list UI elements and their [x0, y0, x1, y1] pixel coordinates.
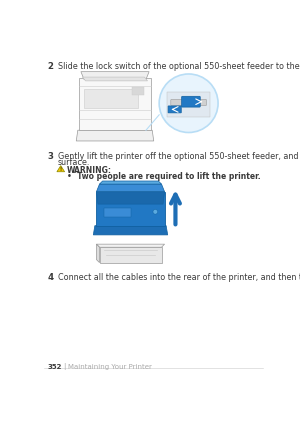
- Text: |: |: [63, 363, 65, 371]
- Polygon shape: [96, 244, 165, 247]
- Text: !: !: [60, 167, 62, 172]
- FancyBboxPatch shape: [132, 87, 145, 95]
- Polygon shape: [81, 72, 149, 79]
- Polygon shape: [96, 184, 165, 192]
- Text: 3: 3: [48, 152, 54, 161]
- Text: surface.: surface.: [58, 158, 90, 167]
- Polygon shape: [57, 166, 64, 172]
- Circle shape: [153, 209, 158, 214]
- Polygon shape: [76, 130, 154, 141]
- Polygon shape: [96, 244, 100, 262]
- Text: 4: 4: [48, 273, 54, 282]
- Text: Gently lift the printer off the optional 550-sheet feeder, and then place it on : Gently lift the printer off the optional…: [58, 152, 300, 161]
- Polygon shape: [167, 92, 210, 117]
- Circle shape: [159, 74, 218, 132]
- Polygon shape: [93, 226, 168, 235]
- Text: 2: 2: [48, 61, 54, 71]
- FancyBboxPatch shape: [79, 78, 151, 130]
- Text: Slide the lock switch of the optional 550-sheet feeder to the unlock position.: Slide the lock switch of the optional 55…: [58, 61, 300, 71]
- Text: WARNING:: WARNING:: [67, 166, 112, 175]
- Polygon shape: [82, 77, 148, 81]
- Polygon shape: [96, 192, 165, 226]
- FancyBboxPatch shape: [104, 208, 130, 217]
- Polygon shape: [100, 181, 161, 184]
- Text: 352: 352: [48, 365, 62, 371]
- Text: Maintaining Your Printer: Maintaining Your Printer: [68, 365, 152, 371]
- FancyBboxPatch shape: [171, 99, 206, 106]
- Polygon shape: [96, 192, 165, 204]
- FancyBboxPatch shape: [84, 89, 138, 108]
- FancyBboxPatch shape: [168, 106, 181, 113]
- FancyBboxPatch shape: [182, 96, 200, 107]
- Polygon shape: [100, 247, 161, 262]
- Text: Connect all the cables into the rear of the printer, and then turn on the printe: Connect all the cables into the rear of …: [58, 273, 300, 282]
- Text: •  Two people are required to lift the printer.: • Two people are required to lift the pr…: [67, 172, 261, 181]
